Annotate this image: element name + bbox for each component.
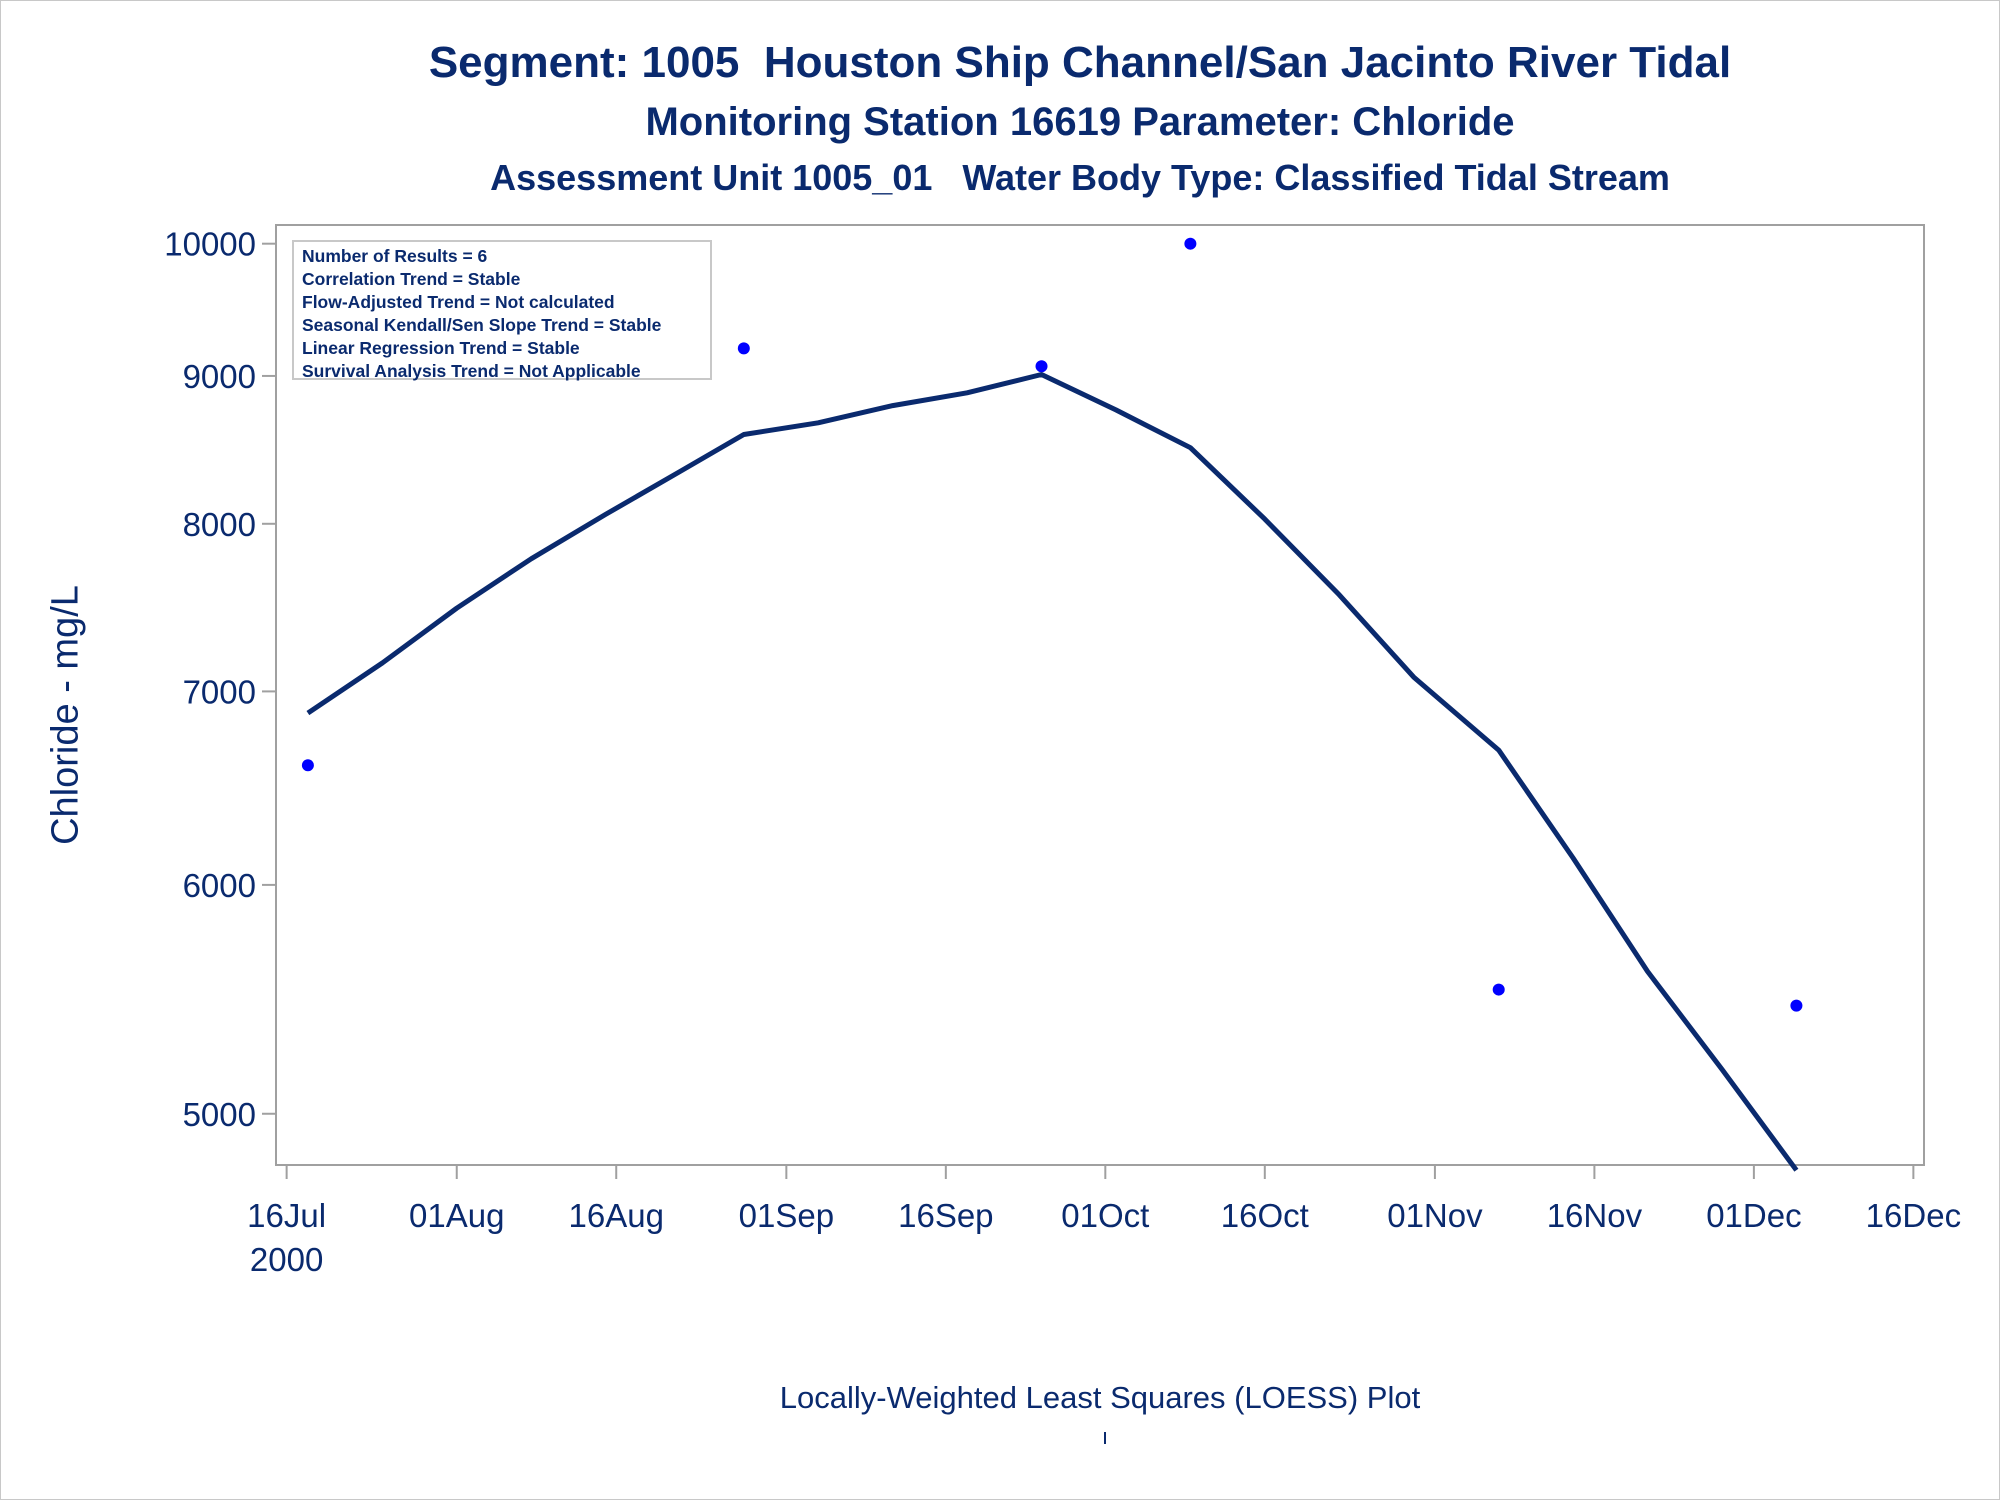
data-point bbox=[1035, 360, 1048, 373]
x-tick-label: 16Jul bbox=[247, 1197, 326, 1234]
x-tick-label: 01Nov bbox=[1387, 1197, 1483, 1234]
y-tick-label: 8000 bbox=[183, 506, 256, 543]
stats-line: Correlation Trend = Stable bbox=[302, 269, 521, 289]
stats-line: Linear Regression Trend = Stable bbox=[302, 338, 580, 358]
x-tick-label: 16Oct bbox=[1221, 1197, 1309, 1234]
y-tick-label: 6000 bbox=[183, 867, 256, 904]
plot-area bbox=[275, 224, 1925, 1166]
chart-subtitle-2: Assessment Unit 1005_01 Water Body Type:… bbox=[490, 157, 1670, 198]
stats-line: Seasonal Kendall/Sen Slope Trend = Stabl… bbox=[302, 315, 662, 335]
x-tick-label: 16Nov bbox=[1547, 1197, 1643, 1234]
x-tick-sublabel: 2000 bbox=[250, 1241, 323, 1278]
chart-subtitle: Monitoring Station 16619 Parameter: Chlo… bbox=[645, 100, 1515, 144]
y-axis-label: Chloride - mg/L bbox=[44, 585, 87, 845]
x-tick-label: 01Sep bbox=[739, 1197, 834, 1234]
data-point bbox=[301, 759, 314, 772]
y-tick-label: 9000 bbox=[183, 358, 256, 395]
y-tick-label: 10000 bbox=[164, 226, 256, 263]
plot-method-label: Locally-Weighted Least Squares (LOESS) P… bbox=[779, 1380, 1421, 1415]
data-point bbox=[1184, 237, 1197, 250]
loess-line bbox=[306, 372, 1799, 1172]
stats-line: Number of Results = 6 bbox=[302, 246, 488, 266]
x-tick-label: 01Dec bbox=[1706, 1197, 1801, 1234]
data-point bbox=[737, 342, 750, 355]
x-tick-label: 01Oct bbox=[1061, 1197, 1149, 1234]
chart-title: Segment: 1005 Houston Ship Channel/San J… bbox=[428, 38, 1732, 87]
x-tick-label: 16Dec bbox=[1866, 1197, 1961, 1234]
y-tick-label: 5000 bbox=[183, 1096, 256, 1133]
x-tick-label: 01Aug bbox=[409, 1197, 504, 1234]
footnote-mark bbox=[1104, 1432, 1106, 1444]
x-tick-label: 16Aug bbox=[569, 1197, 664, 1234]
stats-box: Number of Results = 6 Correlation Trend … bbox=[292, 240, 712, 381]
x-tick-label: 16Sep bbox=[898, 1197, 993, 1234]
stats-line: Survival Analysis Trend = Not Applicable bbox=[302, 361, 641, 381]
y-tick-label: 7000 bbox=[183, 673, 256, 710]
stats-line: Flow-Adjusted Trend = Not calculated bbox=[302, 292, 615, 312]
data-point bbox=[1790, 999, 1803, 1012]
data-point bbox=[1492, 983, 1505, 996]
